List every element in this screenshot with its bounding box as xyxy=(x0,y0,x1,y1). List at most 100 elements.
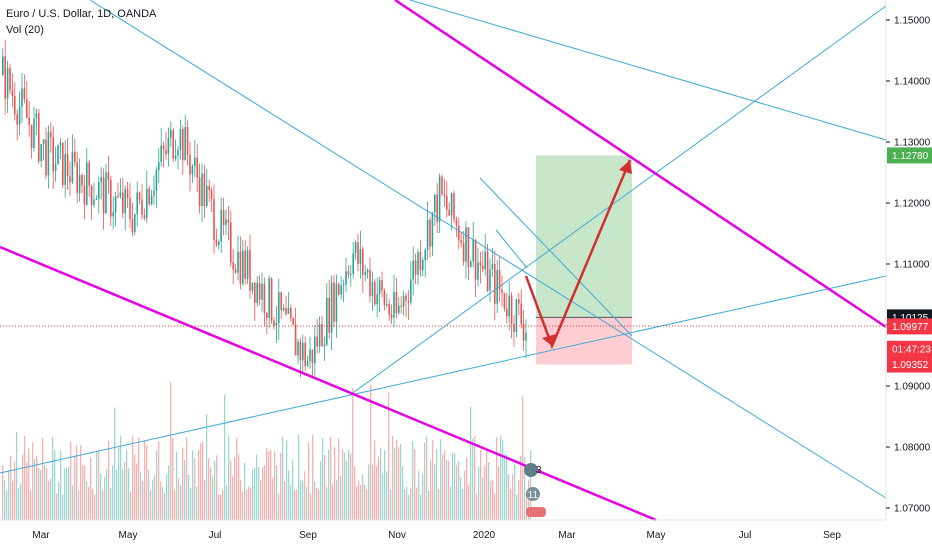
candle-body xyxy=(282,307,285,311)
volume-bar xyxy=(22,454,24,520)
price-axis[interactable]: 1.150001.140001.130001.120001.110001.100… xyxy=(885,0,932,550)
volume-bar xyxy=(350,453,352,520)
volume-bar xyxy=(198,449,200,520)
volume-bar xyxy=(16,431,18,520)
volume-bar xyxy=(250,488,252,520)
volume-bar xyxy=(530,450,532,520)
volume-bar xyxy=(254,467,256,520)
volume-bar xyxy=(200,443,202,520)
volume-bar xyxy=(354,466,356,520)
volume-bar xyxy=(512,473,514,520)
time-axis[interactable]: Mar May Jul Sep Nov 2020 Mar May Jul Sep xyxy=(0,519,886,541)
candle-body xyxy=(515,299,518,332)
candle-body xyxy=(350,273,352,275)
drawing-lines[interactable] xyxy=(0,0,887,522)
channel-lower xyxy=(0,245,657,522)
candle-body xyxy=(98,182,100,200)
candle-body xyxy=(35,113,38,119)
candle-body xyxy=(465,227,467,262)
volume-bar xyxy=(378,456,380,520)
volume-bar xyxy=(8,470,10,520)
volume-bar xyxy=(62,494,64,520)
volume-bar xyxy=(262,467,264,520)
volume-bar xyxy=(74,455,76,520)
volume-bar xyxy=(298,434,300,520)
volume-bar xyxy=(216,455,218,520)
volume-bar xyxy=(358,480,360,520)
price-tag-label: 1.09352 xyxy=(892,360,929,371)
volume-bar xyxy=(498,466,500,520)
volume-bar xyxy=(382,473,384,520)
volume-bar xyxy=(90,457,92,520)
volume-bar xyxy=(140,471,142,520)
candle-body xyxy=(342,284,345,286)
candle-body xyxy=(352,253,354,274)
price-tag xyxy=(887,318,932,335)
candle-body xyxy=(448,209,450,216)
volume-bar xyxy=(64,468,66,520)
candle-body xyxy=(424,250,426,261)
price-tick-label: 1.09000 xyxy=(894,382,931,393)
volume-bar xyxy=(154,475,156,520)
candle-body xyxy=(498,270,501,290)
volume-bar xyxy=(290,484,292,520)
price-tag xyxy=(887,356,932,373)
volume-bar xyxy=(414,449,416,520)
volume-bar xyxy=(102,490,104,520)
event-badges[interactable]: 3 11 xyxy=(524,463,546,517)
candle-body xyxy=(198,177,201,206)
candle-body xyxy=(371,281,374,297)
candle-body xyxy=(280,292,282,311)
candle-body xyxy=(256,283,258,304)
volume-bar xyxy=(496,437,498,520)
trend-line xyxy=(89,0,887,499)
volume-bar xyxy=(282,437,284,520)
volume-bar xyxy=(434,464,436,520)
volume-bar xyxy=(224,394,226,520)
volume-bar xyxy=(288,470,290,520)
candle-body xyxy=(390,314,393,318)
symbol-title[interactable]: Euro / U.S. Dollar, 1D, OANDA xyxy=(6,8,157,20)
price-axis-bg xyxy=(886,0,932,550)
volume-bar xyxy=(212,476,214,520)
volume-bar xyxy=(278,493,280,520)
price-tag-label: 1.09977 xyxy=(892,322,929,333)
candle-body xyxy=(143,214,146,218)
candle-body xyxy=(138,192,141,200)
volume-bar xyxy=(70,441,72,520)
candle-body xyxy=(234,269,237,273)
candle-body xyxy=(266,312,268,318)
volume-bar xyxy=(280,452,282,520)
candle-body xyxy=(21,88,23,107)
volume-bar xyxy=(266,448,268,520)
candle-body xyxy=(263,283,266,313)
candle-body xyxy=(462,242,465,262)
trend-line xyxy=(0,275,887,474)
candle-body xyxy=(359,248,362,264)
volume-bar xyxy=(352,387,354,520)
volume-bar xyxy=(180,485,182,520)
candle-body xyxy=(294,324,297,356)
candle-body xyxy=(306,360,309,367)
candle-body xyxy=(182,128,184,161)
volume-bar xyxy=(404,489,406,520)
candle-body xyxy=(189,154,191,175)
volume-bar xyxy=(196,486,198,520)
time-tick-label: Nov xyxy=(388,530,406,541)
volume-bar xyxy=(214,460,216,520)
candle-body xyxy=(42,139,45,145)
candle-body xyxy=(141,199,143,215)
volume-bar xyxy=(142,481,144,520)
volume-indicator-label[interactable]: Vol (20) xyxy=(6,24,44,36)
candle-body xyxy=(2,56,4,75)
channel-upper xyxy=(394,0,887,329)
volume-bar xyxy=(160,481,162,520)
candle-body xyxy=(431,212,434,247)
candle-body xyxy=(102,177,105,214)
volume-bar xyxy=(386,471,388,520)
candle-body xyxy=(522,323,525,341)
candle-body xyxy=(496,270,498,304)
events-badge xyxy=(526,487,540,501)
candle-body xyxy=(460,240,462,243)
